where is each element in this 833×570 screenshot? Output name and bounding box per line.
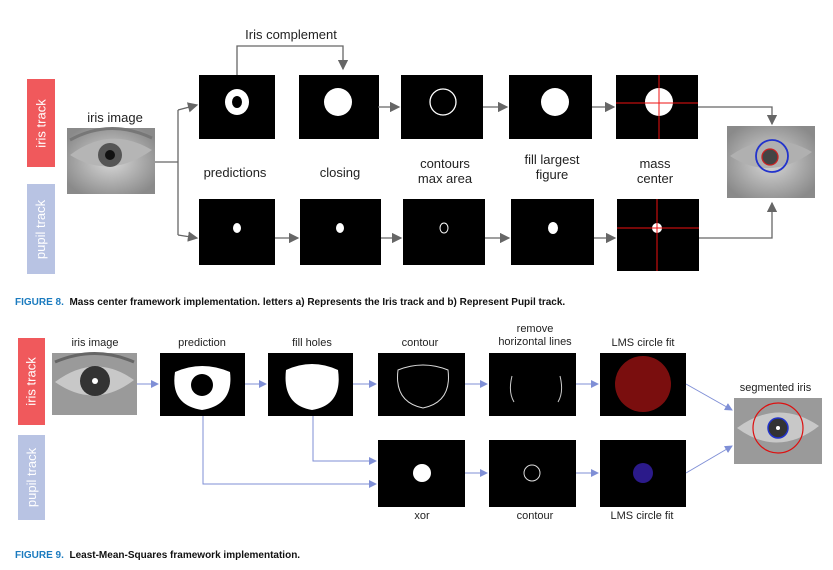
step-label-contour-top: contour — [401, 337, 439, 349]
pupil-track-label-fig9: pupil track — [18, 435, 45, 520]
figure8-number: FIGURE 8. — [15, 297, 64, 308]
step-label-fill: fill largest figure — [524, 152, 580, 182]
step-box-mass-center-pupil — [617, 199, 699, 271]
step-box-remove-lines-iris — [489, 353, 576, 416]
figure9-caption: FIGURE 9. Least-Mean-Squares framework i… — [15, 550, 300, 561]
pupil-track-label-fig8: pupil track — [27, 184, 55, 274]
step-label-prediction: prediction — [178, 337, 226, 349]
figure9-text: Least-Mean-Squares framework implementat… — [69, 550, 301, 561]
step-label-closing: closing — [319, 165, 361, 180]
step-label-remove-lines: remove horizontal lines — [498, 323, 572, 348]
eye-result-fig8 — [727, 126, 815, 198]
step-box-mass-center-iris — [616, 75, 698, 139]
figure9-number: FIGURE 9. — [15, 550, 64, 561]
figure8-caption: FIGURE 8. Mass center framework implemen… — [15, 297, 565, 308]
step-box-xor-pupil — [378, 440, 465, 507]
eye-photo-fig8 — [67, 127, 155, 194]
step-label-lms-top: LMS circle fit — [611, 337, 675, 349]
step-box-predictions-pupil — [199, 199, 275, 265]
step-label-mass-center: mass center — [636, 156, 674, 186]
step-box-closing-pupil — [300, 199, 381, 265]
step-label-contours: contours max area — [417, 156, 473, 186]
step-box-closing-iris — [299, 75, 379, 139]
iris-complement-label: Iris complement — [245, 27, 337, 42]
iris-track-label-fig9: iris track — [18, 338, 45, 425]
step-label-lms-bottom: LMS circle fit — [610, 510, 674, 522]
eye-result-fig9 — [734, 398, 822, 464]
step-box-contour-iris — [378, 353, 465, 416]
step-label-predictions: predictions — [203, 165, 267, 180]
step-box-fill-iris — [509, 75, 592, 139]
iris-track-label-fig8: iris track — [27, 79, 55, 167]
step-label-fill-holes: fill holes — [292, 337, 332, 349]
step-box-contours-pupil — [403, 199, 485, 265]
step-box-predictions-iris — [199, 75, 275, 139]
step-box-contours-iris — [401, 75, 483, 139]
step-box-fill-holes-iris — [268, 353, 353, 416]
segmented-iris-label: segmented iris — [739, 382, 812, 394]
step-label-contour-bottom: contour — [516, 510, 554, 522]
step-box-contour-pupil — [489, 440, 576, 507]
figure8-text: Mass center framework implementation. le… — [69, 297, 566, 308]
step-box-fill-pupil — [511, 199, 594, 265]
iris-image-label-fig8: iris image — [87, 110, 143, 125]
iris-image-label-fig9: iris image — [71, 337, 119, 349]
eye-photo-fig9 — [52, 352, 137, 415]
step-box-lms-iris — [600, 353, 686, 416]
step-box-lms-pupil — [600, 440, 686, 507]
step-label-xor: xor — [414, 510, 430, 522]
step-box-prediction-iris — [160, 353, 245, 416]
